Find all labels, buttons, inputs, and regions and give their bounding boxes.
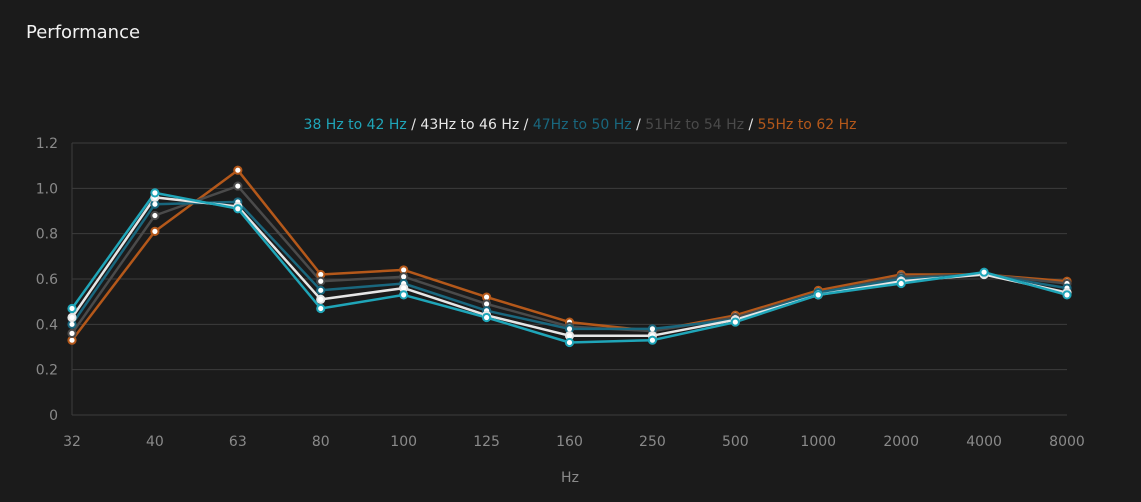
- data-point[interactable]: [233, 165, 243, 175]
- y-axis-ticks: 0 0.2 0.4 0.6 0.8 1.0 1.2: [36, 136, 58, 424]
- legend-separator: /: [632, 117, 646, 133]
- data-point[interactable]: [67, 312, 77, 323]
- series-line: [71, 168, 1068, 341]
- data-point[interactable]: [233, 204, 243, 214]
- chart-legend[interactable]: 38 Hz to 42 Hz / 43Hz to 46 Hz / 47Hz to…: [304, 117, 857, 133]
- legend-item[interactable]: 47Hz to 50 Hz: [533, 117, 632, 133]
- x-tick-label: 32: [63, 434, 81, 450]
- data-point[interactable]: [67, 303, 77, 314]
- data-point[interactable]: [316, 276, 326, 286]
- data-point[interactable]: [150, 226, 160, 236]
- legend-text: 38 Hz to 42 Hz / 43Hz to 46 Hz / 47Hz to…: [304, 117, 857, 133]
- data-point[interactable]: [564, 337, 575, 348]
- data-point[interactable]: [896, 278, 906, 289]
- data-point[interactable]: [481, 312, 492, 323]
- series-points[interactable]: [67, 165, 1072, 348]
- x-tick-label: 125: [473, 434, 500, 450]
- series-line: [70, 196, 1068, 337]
- data-point[interactable]: [730, 317, 740, 327]
- series-lines: [70, 168, 1068, 344]
- y-tick-label: 0.8: [36, 227, 58, 243]
- x-tick-label: 500: [722, 434, 749, 450]
- data-point[interactable]: [813, 290, 823, 300]
- panel-title: Performance: [26, 22, 141, 43]
- series-line: [70, 200, 1068, 331]
- x-tick-label: 80: [312, 434, 330, 450]
- legend-separator: /: [519, 117, 533, 133]
- x-tick-label: 160: [556, 434, 583, 450]
- legend-item[interactable]: 43Hz to 46 Hz: [420, 117, 519, 133]
- x-tick-label: 63: [229, 434, 247, 450]
- legend-separator: /: [744, 117, 758, 133]
- x-tick-label: 40: [146, 434, 164, 450]
- data-point[interactable]: [399, 290, 409, 300]
- data-point[interactable]: [150, 188, 160, 198]
- y-tick-label: 0: [49, 408, 58, 424]
- data-point[interactable]: [316, 294, 326, 304]
- x-tick-label: 8000: [1049, 434, 1085, 450]
- x-tick-label: 250: [639, 434, 666, 450]
- x-tick-label: 1000: [800, 434, 836, 450]
- legend-item[interactable]: 51Hz to 54 Hz: [645, 117, 744, 133]
- data-point[interactable]: [233, 181, 243, 191]
- data-point[interactable]: [316, 303, 326, 314]
- x-axis-label: Hz: [561, 470, 579, 486]
- x-tick-label: 100: [390, 434, 417, 450]
- data-point[interactable]: [979, 267, 989, 277]
- data-point[interactable]: [316, 285, 326, 295]
- legend-item[interactable]: 38 Hz to 42 Hz: [304, 117, 407, 133]
- x-tick-label: 2000: [883, 434, 919, 450]
- y-tick-label: 1.2: [36, 136, 58, 152]
- x-tick-label: 4000: [966, 434, 1002, 450]
- y-tick-label: 0.2: [36, 363, 58, 379]
- x-axis-ticks: 32 40 63 80 100 125 160 250 500 1000 2000 4000 8000: [63, 434, 1085, 450]
- data-point[interactable]: [150, 210, 160, 221]
- data-point[interactable]: [67, 328, 77, 338]
- data-point[interactable]: [647, 335, 658, 345]
- y-tick-label: 0.6: [36, 272, 58, 288]
- legend-item[interactable]: 55Hz to 62 Hz: [758, 117, 857, 133]
- legend-separator: /: [407, 117, 421, 133]
- y-tick-label: 0.4: [36, 317, 58, 333]
- series-line: [70, 184, 1068, 335]
- data-point[interactable]: [1062, 290, 1072, 300]
- y-tick-label: 1.0: [36, 181, 58, 197]
